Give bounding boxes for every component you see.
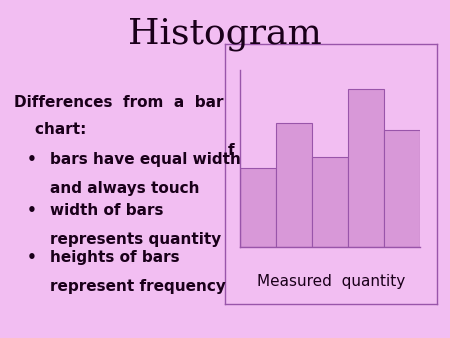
Text: represents quantity: represents quantity — [50, 232, 221, 246]
Y-axis label: f: f — [228, 143, 235, 159]
Bar — [312, 156, 348, 247]
Bar — [383, 129, 419, 247]
Text: bars have equal width: bars have equal width — [50, 152, 240, 167]
Text: Measured  quantity: Measured quantity — [256, 273, 405, 289]
Text: Histogram: Histogram — [128, 17, 322, 51]
Text: width of bars: width of bars — [50, 203, 163, 218]
Text: •: • — [27, 203, 37, 218]
Bar — [348, 89, 383, 247]
Bar — [240, 168, 276, 247]
Text: •: • — [27, 250, 37, 265]
Text: •: • — [27, 152, 37, 167]
Text: heights of bars: heights of bars — [50, 250, 179, 265]
Text: and always touch: and always touch — [50, 181, 199, 196]
Bar — [276, 123, 312, 247]
Text: represent frequency: represent frequency — [50, 279, 225, 294]
Text: chart:: chart: — [14, 122, 86, 137]
Text: Differences  from  a  bar: Differences from a bar — [14, 95, 223, 110]
